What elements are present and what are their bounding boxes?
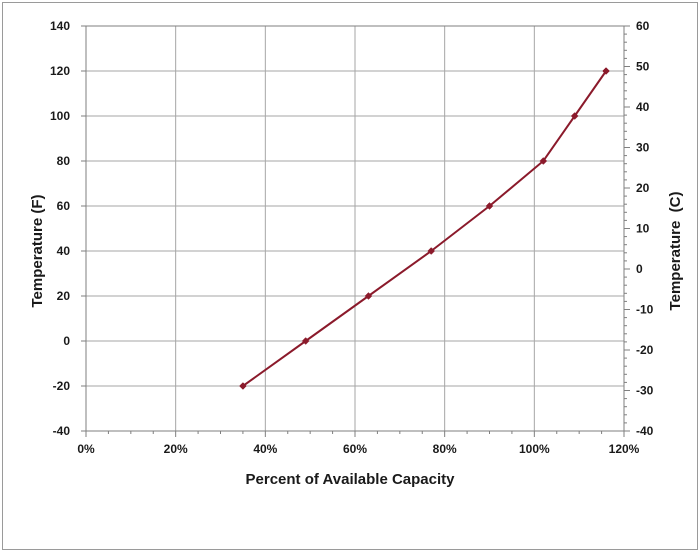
x-axis: 0% 20% 40% 60% 80% 100% 120% xyxy=(77,431,640,456)
data-point xyxy=(239,382,247,390)
x-tick-label: 20% xyxy=(164,442,188,456)
x-tick-label: 120% xyxy=(609,442,640,456)
y2-tick-label: -20 xyxy=(636,343,654,357)
y2-tick-label: 30 xyxy=(636,141,650,155)
y-tick-label: 140 xyxy=(50,19,70,33)
y-tick-label: 120 xyxy=(50,64,70,78)
y-tick-label: -20 xyxy=(53,379,71,393)
y2-tick-label: -40 xyxy=(636,424,654,438)
data-point xyxy=(301,337,310,345)
y2-tick-label: 20 xyxy=(636,181,650,195)
data-point xyxy=(485,202,494,210)
y-axis-title: Temperature (F) xyxy=(29,194,46,307)
x-tick-label: 0% xyxy=(77,442,95,456)
y-tick-label: -40 xyxy=(53,424,71,438)
data-point xyxy=(364,292,373,300)
y2-tick-label: 40 xyxy=(636,100,650,114)
y-tick-label: 80 xyxy=(57,154,71,168)
data-point xyxy=(539,157,548,165)
y-tick-label: 0 xyxy=(63,334,70,348)
left-axis: -40 -20 0 20 40 60 80 100 120 140 xyxy=(50,19,86,438)
x-tick-label: 40% xyxy=(253,442,277,456)
grid-lines xyxy=(85,25,625,432)
y2-tick-label: 0 xyxy=(636,262,643,276)
x-tick-label: 60% xyxy=(343,442,367,456)
y2-tick-label: -10 xyxy=(636,303,654,317)
data-point xyxy=(570,112,579,120)
y-tick-label: 40 xyxy=(57,244,71,258)
y-tick-label: 20 xyxy=(57,289,71,303)
y2-tick-label: -30 xyxy=(636,384,654,398)
y-tick-label: 60 xyxy=(57,199,71,213)
y2-tick-label: 60 xyxy=(636,19,650,33)
y2-axis-title: Temperature (C) xyxy=(667,192,684,311)
x-axis-title: Percent of Available Capacity xyxy=(246,471,456,488)
y-tick-label: 100 xyxy=(50,109,70,123)
series-layer xyxy=(239,67,610,390)
x-tick-label: 80% xyxy=(433,442,457,456)
y2-tick-label: 10 xyxy=(636,222,650,236)
y2-tick-label: 50 xyxy=(636,60,650,74)
x-tick-label: 100% xyxy=(519,442,550,456)
series-line xyxy=(242,70,607,387)
data-point xyxy=(602,67,610,75)
right-axis: -40 -30 -20 -10 0 10 20 30 40 50 60 xyxy=(624,19,654,438)
data-point xyxy=(427,247,436,255)
